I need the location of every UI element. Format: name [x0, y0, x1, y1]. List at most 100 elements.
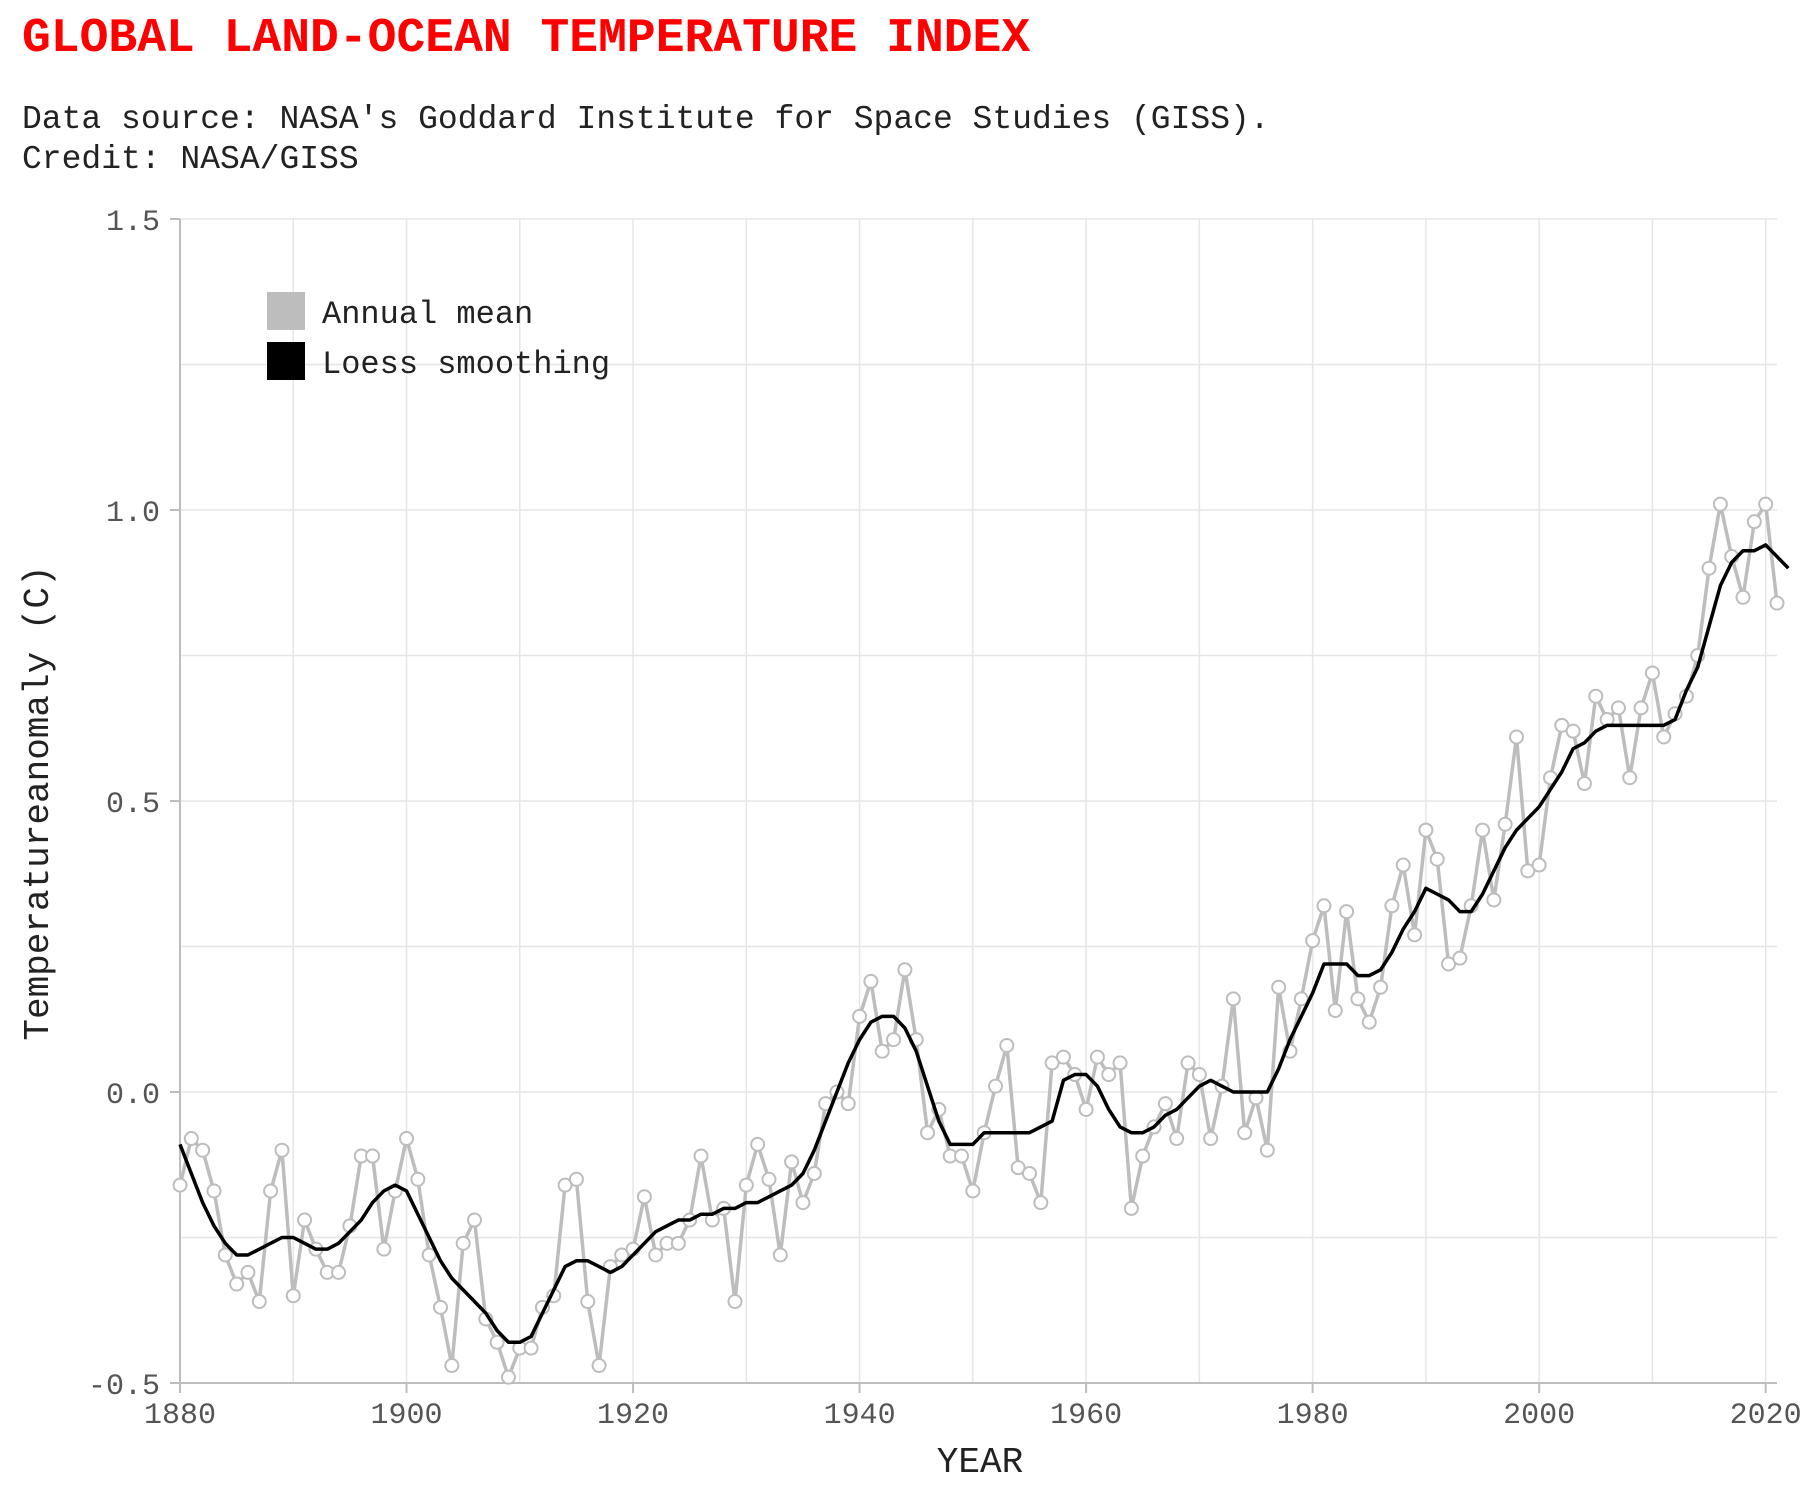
annual-mean-point — [1418, 822, 1434, 838]
annual-mean-point — [750, 1136, 766, 1152]
chart-title: GLOBAL LAND-OCEAN TEMPERATURE INDEX — [22, 12, 1031, 66]
annual-mean-point — [1327, 1003, 1343, 1019]
annual-mean-point — [1701, 560, 1717, 576]
annual-mean-point — [648, 1247, 664, 1263]
annual-mean-point — [489, 1334, 505, 1350]
annual-mean-point — [217, 1247, 233, 1263]
x-axis-label: YEAR — [937, 1442, 1023, 1483]
annual-mean-point — [206, 1183, 222, 1199]
annual-mean-point — [410, 1171, 426, 1187]
annual-mean-point — [1475, 822, 1491, 838]
annual-mean-point — [614, 1247, 630, 1263]
annual-mean-point — [1112, 1055, 1128, 1071]
annual-mean-point — [1203, 1131, 1219, 1147]
x-tick-label: 2020 — [1730, 1399, 1800, 1433]
annual-mean-point — [1622, 770, 1638, 786]
annual-mean-point — [1452, 950, 1468, 966]
annual-mean-point — [1497, 816, 1513, 832]
legend: Annual mean Loess smoothing — [267, 292, 610, 383]
annual-mean-point — [1486, 892, 1502, 908]
annual-mean-point — [1429, 851, 1445, 867]
annual-mean-point — [1271, 979, 1287, 995]
annual-mean-point — [455, 1235, 471, 1251]
annual-mean-point — [591, 1358, 607, 1374]
annual-mean-point — [1712, 496, 1728, 512]
annual-mean-point — [954, 1148, 970, 1164]
annual-mean-point — [840, 1096, 856, 1112]
annual-mean-point — [1610, 700, 1626, 716]
annual-mean-point — [1180, 1055, 1196, 1071]
annual-mean-point — [636, 1189, 652, 1205]
annual-mean-point — [1157, 1096, 1173, 1112]
annual-mean-point — [1191, 1067, 1207, 1083]
annual-mean-point — [1021, 1165, 1037, 1181]
annual-mean-point — [897, 962, 913, 978]
annual-mean-point — [500, 1369, 516, 1385]
annual-mean-point — [784, 1154, 800, 1170]
annual-mean-point — [727, 1294, 743, 1310]
annual-mean-point — [1010, 1160, 1026, 1176]
annual-mean-point — [1101, 1067, 1117, 1083]
annual-mean-point — [806, 1165, 822, 1181]
annual-mean-point — [987, 1078, 1003, 1094]
annual-mean-point — [772, 1247, 788, 1263]
annual-mean-point — [229, 1276, 245, 1292]
x-tick-label: 1900 — [371, 1399, 443, 1433]
annual-mean-point — [399, 1131, 415, 1147]
annual-mean-point — [444, 1358, 460, 1374]
legend-swatch-loess-smoothing — [267, 342, 305, 380]
x-tick-label: 1960 — [1050, 1399, 1122, 1433]
annual-mean-point — [965, 1183, 981, 1199]
y-tick-label: 1.0 — [106, 497, 160, 531]
annual-mean-point — [761, 1171, 777, 1187]
legend-label-annual-mean: Annual mean — [322, 296, 533, 333]
annual-mean-point — [1758, 496, 1774, 512]
x-tick-label: 1980 — [1277, 1399, 1349, 1433]
annual-mean-point — [1350, 991, 1366, 1007]
y-axis-label: Temperatureanomaly (C) — [18, 565, 59, 1040]
annual-mean-point — [1259, 1142, 1275, 1158]
annual-mean-point — [1384, 898, 1400, 914]
annual-mean-point — [1656, 729, 1672, 745]
annual-mean-point — [852, 1008, 868, 1024]
y-tick-label: 0.5 — [106, 788, 160, 822]
annual-mean-point — [795, 1195, 811, 1211]
annual-mean-point — [1293, 991, 1309, 1007]
annual-mean-point — [1407, 927, 1423, 943]
annual-mean-point — [1044, 1055, 1060, 1071]
annual-mean-point — [1746, 514, 1762, 530]
annual-mean-point — [568, 1171, 584, 1187]
annual-mean-point — [738, 1177, 754, 1193]
annual-mean-point — [1055, 1049, 1071, 1065]
annual-mean-point — [1237, 1125, 1253, 1141]
annual-mean-point — [920, 1125, 936, 1141]
legend-label-loess-smoothing: Loess smoothing — [322, 346, 610, 383]
annual-mean-point — [886, 1032, 902, 1048]
annual-mean-point — [1554, 717, 1570, 733]
annual-mean-point — [285, 1288, 301, 1304]
annual-mean-point — [1588, 688, 1604, 704]
x-tick-label: 1920 — [597, 1399, 669, 1433]
annual-mean-point — [331, 1264, 347, 1280]
annual-mean-point — [670, 1235, 686, 1251]
annual-mean-point — [1033, 1195, 1049, 1211]
annual-mean-point — [999, 1037, 1015, 1053]
x-tick-label: 1940 — [824, 1399, 896, 1433]
annual-mean-point — [1339, 904, 1355, 920]
annual-mean-point — [523, 1340, 539, 1356]
annual-mean-point — [1305, 933, 1321, 949]
annual-mean-point — [172, 1177, 188, 1193]
annual-mean-line — [178, 502, 1779, 1379]
annual-mean-point — [1225, 991, 1241, 1007]
annual-mean-point — [863, 973, 879, 989]
annual-mean-point — [1441, 956, 1457, 972]
annual-mean-point — [376, 1241, 392, 1257]
annual-mean-point — [1089, 1049, 1105, 1065]
legend-swatch-annual-mean — [267, 292, 305, 330]
annual-mean-point — [1135, 1148, 1151, 1164]
annual-mean-point — [1520, 863, 1536, 879]
loess-smoothing-line — [178, 543, 1790, 1345]
annual-mean-point — [263, 1183, 279, 1199]
annual-mean-point — [557, 1177, 573, 1193]
